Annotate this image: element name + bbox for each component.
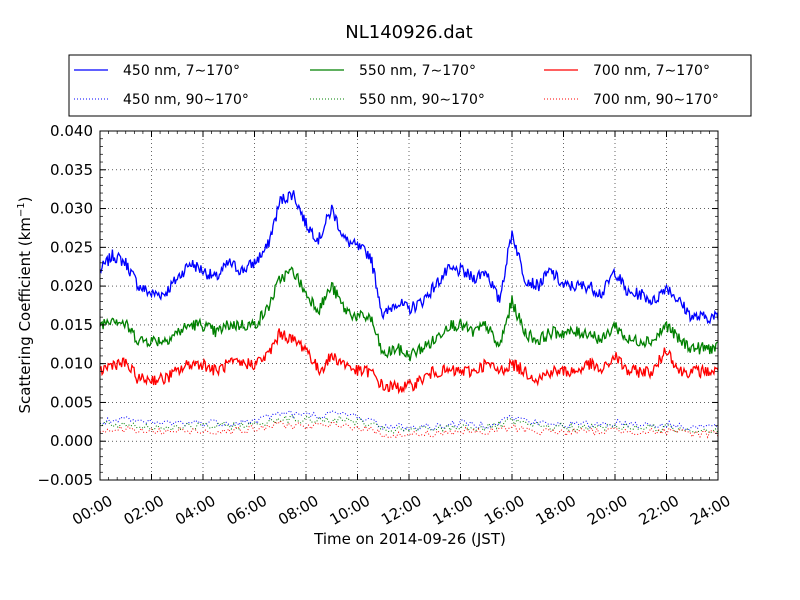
y-tick-label: 0.000 [50, 432, 93, 450]
x-axis-label: Time on 2014-09-26 (JST) [313, 530, 506, 548]
legend-label: 450 nm, 90∼170° [123, 92, 249, 108]
series-line [99, 414, 719, 434]
y-tick-label: 0.030 [50, 200, 93, 218]
y-tick-label: −0.005 [37, 471, 93, 489]
legend-label: 550 nm, 90∼170° [359, 92, 485, 108]
legend-label: 700 nm, 7∼170° [593, 63, 710, 79]
series-line [99, 420, 719, 439]
legend-label: 700 nm, 90∼170° [593, 92, 719, 108]
plot-lines [99, 190, 719, 439]
y-axis-label-sup: −1 [16, 202, 27, 217]
chart-title: NL140926.dat [345, 22, 472, 43]
series-line [99, 328, 719, 395]
y-tick-label: 0.025 [50, 238, 93, 256]
legend: 450 nm, 7∼170° 550 nm, 7∼170° 700 nm, 7∼17… [74, 63, 719, 108]
y-tick-label: 0.040 [50, 122, 93, 140]
y-tick-label: 0.020 [50, 277, 93, 295]
y-tick-label: 0.005 [50, 393, 93, 411]
legend-label: 550 nm, 7∼170° [359, 63, 476, 79]
y-axis-label-main: Scattering Coefficient (km [16, 217, 34, 413]
y-axis-label: Scattering Coefficient (km−1) [16, 196, 34, 413]
series-line [99, 266, 719, 362]
y-tick-label: 0.010 [50, 355, 93, 373]
y-tick-label: 0.035 [50, 161, 93, 179]
y-axis-label-end: ) [16, 196, 34, 202]
legend-label: 450 nm, 7∼170° [123, 63, 240, 79]
series-line [99, 409, 719, 432]
y-tick-label: 0.015 [50, 316, 93, 334]
series-line [99, 190, 719, 325]
legend-box [68, 54, 752, 117]
